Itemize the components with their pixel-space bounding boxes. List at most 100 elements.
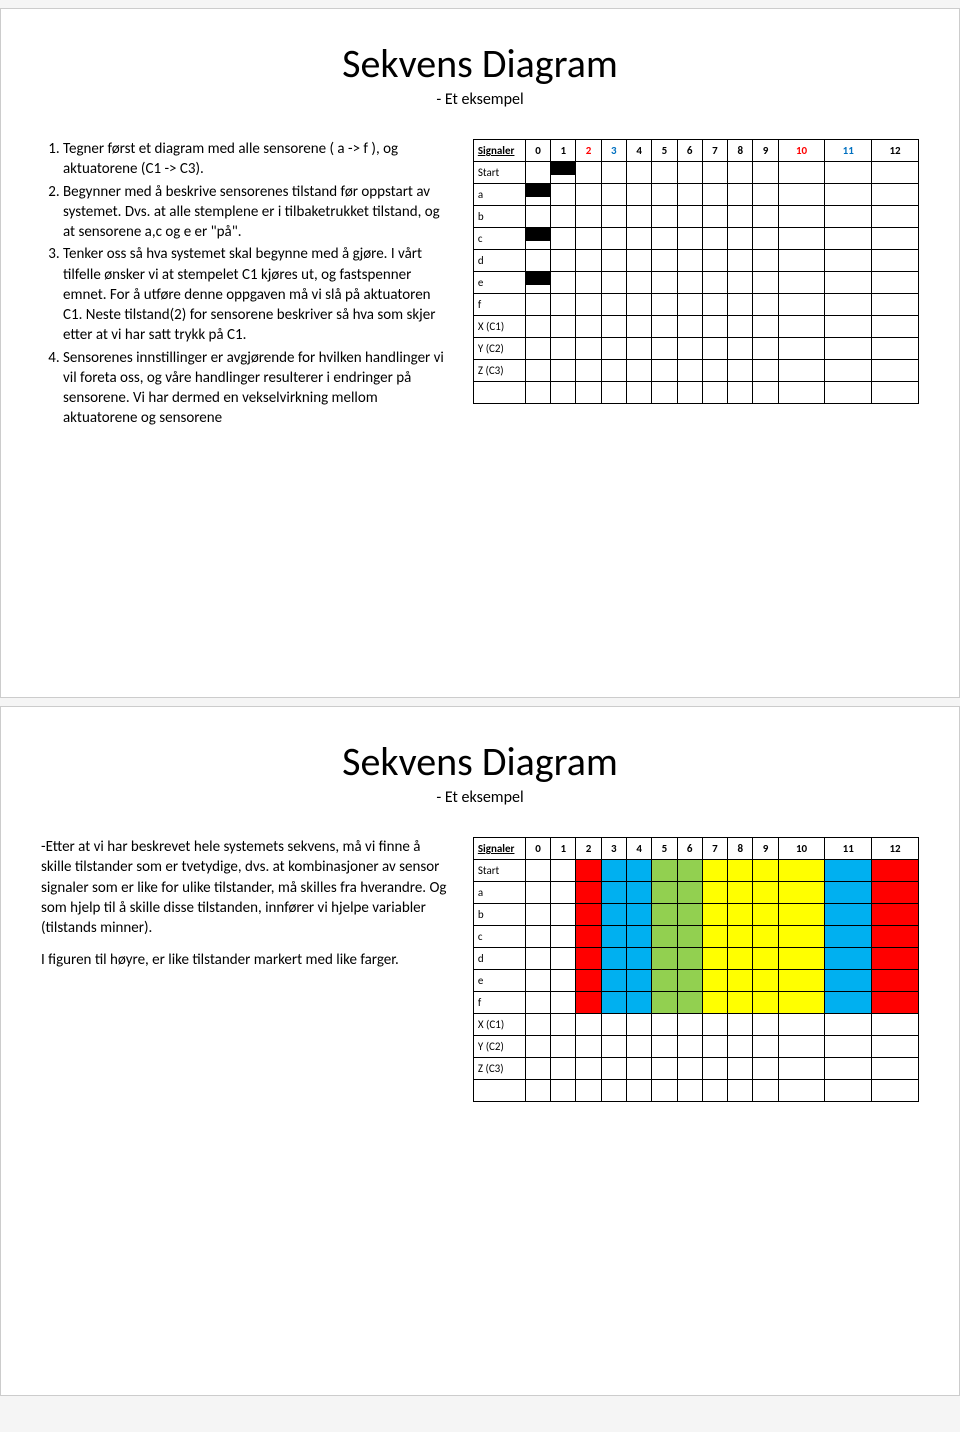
table-cell xyxy=(601,1014,626,1036)
table-row-label: d xyxy=(473,948,525,970)
table-cell xyxy=(626,1014,651,1036)
table-cell xyxy=(601,250,626,272)
table-col-header: 9 xyxy=(753,140,778,162)
table-cell xyxy=(551,184,576,206)
table-cell xyxy=(652,882,677,904)
table-cell xyxy=(551,970,576,992)
numbered-list: Tegner først et diagram med alle sensore… xyxy=(41,139,453,429)
table-row-label: a xyxy=(473,184,525,206)
table-row-label xyxy=(473,382,525,404)
table-cell xyxy=(601,360,626,382)
table-cell xyxy=(728,272,753,294)
table-cell xyxy=(601,382,626,404)
table-cell xyxy=(825,338,872,360)
table-cell xyxy=(728,250,753,272)
table-cell xyxy=(702,316,727,338)
table-cell xyxy=(677,382,702,404)
text-column: Tegner først et diagram med alle sensore… xyxy=(41,139,453,431)
table-cell xyxy=(525,250,550,272)
table-cell xyxy=(576,926,601,948)
table-cell xyxy=(872,948,919,970)
table-cell xyxy=(778,338,825,360)
sequence-table: Signaler0123456789101112StartabcdefX (C1… xyxy=(473,837,919,1102)
table-cell xyxy=(753,272,778,294)
table-cell xyxy=(525,1080,550,1102)
table-cell xyxy=(652,1080,677,1102)
table-cell xyxy=(872,1036,919,1058)
table-cell xyxy=(525,904,550,926)
table-cell xyxy=(626,882,651,904)
table-cell xyxy=(525,1036,550,1058)
table-cell xyxy=(677,250,702,272)
table-cell xyxy=(601,184,626,206)
table-cell xyxy=(825,228,872,250)
table-cell xyxy=(626,294,651,316)
table-cell xyxy=(702,926,727,948)
table-cell xyxy=(677,294,702,316)
table-row-label: X (C1) xyxy=(473,1014,525,1036)
table-cell xyxy=(728,360,753,382)
table-cell xyxy=(753,382,778,404)
table-cell xyxy=(601,338,626,360)
table-cell xyxy=(778,926,825,948)
table-cell xyxy=(525,1014,550,1036)
table-cell xyxy=(626,904,651,926)
table-cell xyxy=(652,860,677,882)
table-cell xyxy=(652,338,677,360)
table-col-header: 1 xyxy=(551,838,576,860)
table-cell xyxy=(778,272,825,294)
table-cell xyxy=(728,294,753,316)
table-cell xyxy=(576,184,601,206)
table-row-label: d xyxy=(473,250,525,272)
table-cell xyxy=(778,206,825,228)
table-cell xyxy=(702,1058,727,1080)
table-col-header: 5 xyxy=(652,838,677,860)
table-cell xyxy=(551,316,576,338)
table-cell xyxy=(626,992,651,1014)
table-cell xyxy=(525,272,550,294)
table-cell xyxy=(778,1058,825,1080)
table-cell xyxy=(778,1014,825,1036)
table-cell xyxy=(551,250,576,272)
table-cell xyxy=(652,926,677,948)
table-cell xyxy=(551,992,576,1014)
table-cell xyxy=(677,162,702,184)
table-cell xyxy=(728,1080,753,1102)
table-cell xyxy=(728,1014,753,1036)
table-cell xyxy=(626,162,651,184)
table-cell xyxy=(601,316,626,338)
table-cell xyxy=(825,294,872,316)
table-cell xyxy=(652,184,677,206)
table-cell xyxy=(778,948,825,970)
table-cell xyxy=(825,162,872,184)
table-cell xyxy=(778,382,825,404)
table-cell xyxy=(825,1080,872,1102)
table-cell xyxy=(728,970,753,992)
table-cell xyxy=(825,250,872,272)
table-cell xyxy=(753,1014,778,1036)
table-col-header: 7 xyxy=(702,140,727,162)
table-cell xyxy=(551,948,576,970)
table-cell xyxy=(753,882,778,904)
table-cell xyxy=(778,992,825,1014)
table-cell xyxy=(576,382,601,404)
table-cell xyxy=(551,1036,576,1058)
table-cell xyxy=(753,860,778,882)
table-cell xyxy=(872,338,919,360)
table-cell xyxy=(872,860,919,882)
table-cell xyxy=(652,1036,677,1058)
table-cell xyxy=(778,228,825,250)
table-col-header: 6 xyxy=(677,838,702,860)
table-cell xyxy=(753,1036,778,1058)
table-cell xyxy=(728,860,753,882)
table-cell xyxy=(652,250,677,272)
table-cell xyxy=(551,162,576,184)
table-cell xyxy=(825,904,872,926)
table-cell xyxy=(825,1014,872,1036)
table-cell xyxy=(702,992,727,1014)
table-col-header: 5 xyxy=(652,140,677,162)
table-cell xyxy=(576,272,601,294)
table-col-header: 11 xyxy=(825,838,872,860)
table-cell xyxy=(728,948,753,970)
table-cell xyxy=(601,970,626,992)
